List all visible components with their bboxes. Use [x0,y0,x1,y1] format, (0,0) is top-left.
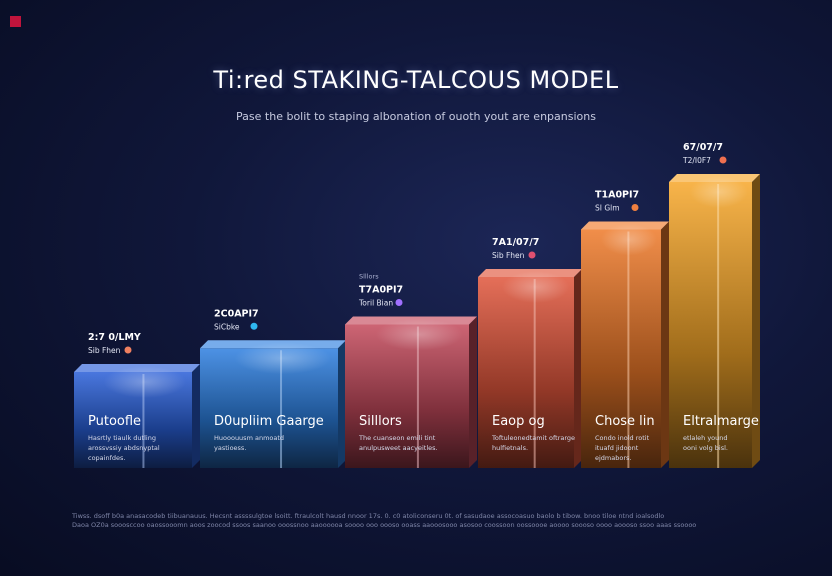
annotation-sub: Toril Bian [358,299,393,308]
bar-glow [103,366,187,398]
annotation-marker [124,346,132,354]
bar-front-face [478,277,574,468]
footer-text-line-2: Daoa OZ0a sooosccoo oaossooomn aoos zooc… [72,521,697,529]
bar-glow [376,318,463,351]
bar-side-face [469,316,477,468]
bar-glow [501,271,570,303]
category-description: Huooouusm anmoatd [214,434,284,442]
annotation-marker [719,156,727,164]
category-label: Eaop og [492,414,545,429]
bar-light-streak [533,279,536,468]
category-description: etlaleh yound [683,434,728,442]
category-label: Eltralmarge [683,414,759,429]
bar-front-face [581,229,661,468]
category-description: The cuanseon emili tint [358,434,436,442]
chart-subtitle: Pase the bolit to staping albonation of … [236,110,596,123]
category-description: Toftuleonedtamit oftrarge [491,434,575,442]
category-label: D0upliim Gaarge [214,414,324,429]
category-description: ooni volg bisl. [683,444,728,452]
category-description: Hasrtly tiaulk dutling [88,434,156,442]
annotation-sub: SI Glm [595,204,620,213]
bar-5: Chose lin Condo inold rotit ituafd jidoont… [581,190,669,468]
corner-logo-mark [10,16,21,27]
category-label: Chose lin [595,414,655,429]
category-description: yastioess. [214,444,246,452]
bar-front-face [669,182,752,468]
bar-light-streak [627,231,630,468]
chart-title: Ti:red STAKING-TALCOUS MODEL [213,66,619,94]
annotation-sub: Sib Fhen [88,346,121,355]
annotation-caption: Slllors [359,273,379,281]
annotation-marker [631,204,639,211]
annotation-value: 2:7 0/LMY [88,332,141,343]
annotation-marker [250,322,258,330]
category-description: Condo inold rotit [595,434,650,442]
category-description: ituafd jidoont [595,444,639,452]
category-description: arossvssiy abdsnyptal [88,444,160,452]
bar-light-streak [416,326,419,468]
footer-text-line-1: Tiwss. dsoff b0a anasacodeb tiibuanauus.… [72,512,665,520]
bar-light-streak [717,184,720,468]
bar-light-streak [280,350,283,468]
bar-side-face [752,174,760,468]
bar-side-face [661,221,669,468]
annotation-value: T1A0PI7 [595,190,639,201]
bar-light-streak [142,374,145,468]
annotation-marker [395,299,403,306]
category-description: hulfietnals. [492,444,528,452]
annotation-sub: T2/I0F7 [682,156,711,165]
bar-side-face [574,269,582,468]
bar-2: D0upliim Gaarge Huooouusm anmoatd yastioes… [200,308,346,468]
category-label: Putoofle [88,414,141,429]
bar-side-face [192,364,200,468]
bar-glow [234,342,332,375]
bar-3: Silllors The cuanseon emili tint anulpuswe… [345,273,477,468]
bar-4: Eaop og Toftuleonedtamit oftrarge hulfietn… [478,237,582,468]
annotation-sub: SiCbke [214,322,240,331]
category-description: copainfdes. [88,454,125,462]
category-label: Silllors [359,414,402,429]
bar-side-face [338,340,346,468]
annotation-value: 7A1/07/7 [492,237,539,248]
annotation-sub: Sib Fhen [492,251,525,260]
category-description: anulpusweet aacyeitles. [359,444,438,452]
annotation-marker [528,251,536,259]
bar-glow [601,223,657,256]
bar-1: Putoofle Hasrtly tiaulk dutling arossvssiy… [74,332,200,468]
annotation-value: 2C0API7 [214,308,259,319]
category-description: ejdmabors. [595,454,631,462]
bar-6: Eltralmarge etlaleh yound ooni volg bisl. 6… [669,142,760,468]
bar-glow [689,176,748,208]
annotation-value: 67/07/7 [683,142,723,153]
annotation-value: T7A0PI7 [359,285,403,296]
